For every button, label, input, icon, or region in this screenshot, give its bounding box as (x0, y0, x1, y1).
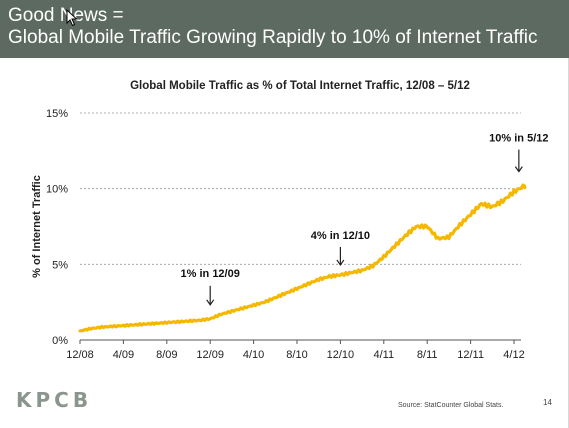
data-point-9-10 (306, 282, 310, 286)
data-point-4-11 (382, 255, 385, 258)
data-point-4-12 (512, 190, 516, 193)
y-axis-label: % of Internet Traffic (31, 175, 43, 278)
x-tick-label: 8/09 (156, 349, 177, 361)
page-number: 14 (543, 398, 552, 407)
annotation-label: 1% in 12/09 (181, 268, 240, 280)
data-point-12-11 (469, 213, 472, 216)
data-point-7-10 (284, 291, 288, 295)
data-point-2-11 (360, 269, 364, 272)
annotation-arrow-head (514, 166, 523, 173)
data-point-9-11 (436, 237, 440, 240)
x-tick-label: 8/10 (286, 349, 307, 361)
data-point-3-10 (241, 307, 244, 310)
x-tick-label: 8/11 (417, 349, 438, 361)
data-point-6-09 (143, 322, 147, 326)
data-point-10-09 (187, 319, 190, 323)
data-point-8-11 (426, 225, 429, 228)
data-point-12-08 (78, 329, 82, 333)
data-point-7-11 (415, 225, 418, 228)
data-point-1-10 (219, 313, 223, 316)
data-point-5-10 (263, 301, 266, 304)
annotation-arrow-head (206, 299, 215, 306)
data-point-5-09 (133, 323, 136, 327)
data-point-6-11 (404, 234, 407, 237)
series-line (78, 183, 527, 333)
x-tick-label: 12/08 (66, 349, 94, 361)
x-tick-label: 12/09 (196, 349, 224, 361)
data-point-12-09 (209, 317, 212, 320)
data-point-5-12 (523, 184, 526, 187)
data-point-1-11 (350, 271, 353, 274)
mobile-traffic-chart: Global Mobile Traffic as % of Total Inte… (31, 80, 549, 361)
x-tick-label: 12/10 (327, 349, 355, 361)
data-point-11-09 (198, 319, 201, 322)
data-point-2-10 (230, 310, 234, 313)
y-tick-label: 0% (52, 335, 68, 347)
x-tick-label: 4/10 (243, 349, 264, 361)
data-point-8-09 (165, 321, 168, 324)
data-point-9-09 (176, 320, 179, 323)
data-point-3-12 (501, 199, 505, 202)
data-point-11-10 (328, 275, 331, 278)
data-point-11-11 (458, 223, 461, 227)
y-tick-label: 15% (46, 108, 68, 120)
chart-title: Global Mobile Traffic as % of Total Inte… (130, 80, 470, 92)
x-tick-label: 4/09 (113, 349, 134, 361)
mouse-cursor-icon (66, 9, 78, 27)
title-banner: Good News = Global Mobile Traffic Growin… (0, 0, 569, 58)
data-point-10-10 (317, 278, 320, 281)
annotation-label: 4% in 12/10 (311, 230, 370, 242)
data-point-1-09 (89, 327, 93, 330)
headline-line-2: Global Mobile Traffic Growing Rapidly to… (8, 27, 538, 48)
data-point-8-10 (295, 287, 299, 290)
x-tick-label: 12/11 (457, 349, 484, 361)
annotation-label: 10% in 5/12 (489, 133, 548, 145)
y-tick-label: 10% (46, 184, 68, 196)
x-tick-label: 4/12 (503, 349, 524, 361)
headline-line-1: Good News = (8, 5, 124, 26)
data-point-4-10 (252, 304, 255, 307)
data-point-7-09 (154, 322, 158, 325)
data-point-3-09 (111, 325, 114, 328)
annotation-arrow-head (336, 259, 345, 266)
kpcb-logo: KPCB (16, 388, 93, 412)
x-tick-label: 4/11 (374, 349, 395, 361)
data-point-5-11 (393, 245, 396, 248)
y-tick-label: 5% (52, 259, 68, 271)
data-point-10-11 (447, 235, 451, 239)
data-point-4-09 (122, 324, 125, 327)
data-point-6-10 (274, 296, 277, 299)
data-point-2-12 (491, 205, 494, 208)
data-point-3-11 (371, 264, 375, 267)
data-point-2-09 (100, 325, 103, 329)
data-point-1-12 (480, 202, 483, 205)
source-note: Source: StatCounter Global Stats. (398, 402, 504, 409)
data-point-12-10 (339, 273, 342, 277)
